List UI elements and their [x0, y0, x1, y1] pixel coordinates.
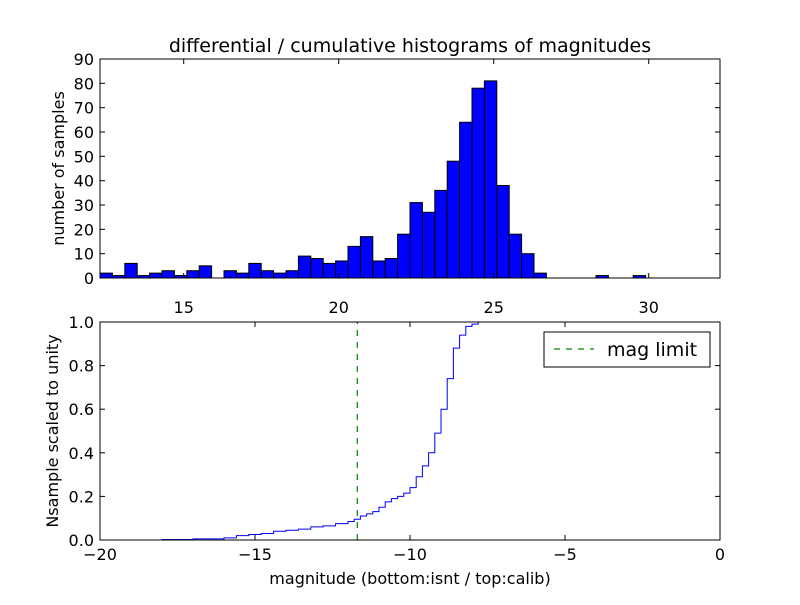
top-y-ticks: 0 10 20 30 40 50 60 70 80 90: [74, 50, 720, 288]
histogram-bar: [273, 272, 287, 279]
chart-title: differential / cumulative histograms of …: [169, 35, 651, 57]
histogram-bar: [372, 260, 386, 279]
y-tick-label: 50: [74, 147, 94, 166]
histogram-bar: [508, 233, 523, 279]
y-tick-label: 0: [84, 269, 94, 288]
legend-label-mag-limit: mag limit: [607, 339, 697, 361]
x-tick-label: 30: [639, 298, 659, 317]
bottom-y-ticks: 0.0 0.2 0.4 0.6 0.8 1.0: [69, 313, 720, 550]
bottom-x-axis-label: magnitude (bottom:isnt / top:calib): [269, 569, 550, 588]
histogram-bar: [359, 236, 374, 279]
histogram-bar: [186, 270, 200, 279]
y-tick-label: 20: [74, 220, 94, 239]
histogram-bar: [459, 121, 473, 279]
bottom-plot-frame: [99, 321, 721, 541]
histogram-bar: [285, 270, 299, 279]
histogram-bar: [409, 202, 423, 279]
histogram-bar: [322, 262, 337, 279]
histogram-bar: [496, 185, 510, 279]
y-tick-label: 60: [74, 123, 94, 142]
histogram-bar: [260, 270, 275, 279]
y-tick-label: 1.0: [69, 313, 94, 332]
histogram-bar: [347, 245, 361, 279]
cumulative-step-line: [100, 321, 720, 541]
histogram-bar: [521, 253, 535, 279]
y-tick-label: 30: [74, 196, 94, 215]
histogram-bar: [384, 258, 399, 279]
y-tick-label: 80: [74, 74, 94, 93]
y-tick-label: 0.6: [69, 400, 94, 419]
x-tick-label: −10: [393, 545, 427, 564]
histogram-bar: [297, 255, 312, 279]
legend: mag limit: [543, 331, 711, 368]
x-tick-label: 0: [715, 545, 725, 564]
y-tick-label: 70: [74, 99, 94, 118]
top-plot-frame: [99, 58, 721, 279]
bottom-x-ticks: −20 −15 −10 −5 0: [83, 322, 725, 564]
y-tick-label: 40: [74, 172, 94, 191]
bottom-cumulative-panel: 0.0 0.2 0.4 0.6 0.8 1.0 −20 −15 −10 −5 0 magnitud…: [43, 313, 725, 588]
top-histogram-panel: differential / cumulative histograms of …: [49, 35, 721, 317]
histogram-bar: [471, 87, 485, 279]
bottom-y-axis-label: Nsample scaled to unity: [43, 334, 62, 527]
x-tick-label: 25: [484, 298, 504, 317]
histogram-bar: [434, 189, 448, 279]
y-tick-label: 0.4: [69, 444, 94, 463]
histogram-bar: [446, 160, 461, 279]
top-x-ticks: 15 20 25 30: [174, 59, 659, 317]
y-tick-label: 0.2: [69, 487, 94, 506]
histogram-bars: [99, 80, 647, 279]
histogram-bar: [149, 272, 163, 279]
histogram-bar: [533, 272, 547, 279]
histogram-bar: [198, 265, 213, 279]
histogram-bar: [223, 270, 237, 279]
histogram-bar: [335, 260, 349, 279]
histogram-bar: [310, 258, 324, 279]
y-tick-label: 90: [74, 50, 94, 69]
y-tick-label: 10: [74, 245, 94, 264]
x-tick-label: −5: [553, 545, 577, 564]
y-tick-label: 0.8: [69, 357, 94, 376]
histogram-bar: [235, 272, 250, 279]
histogram-bar: [161, 270, 175, 279]
top-y-axis-label: number of samples: [49, 91, 68, 246]
histogram-bar: [248, 262, 262, 279]
x-tick-label: −20: [83, 545, 117, 564]
y-tick-label: 0.0: [69, 531, 94, 550]
histogram-bar: [483, 80, 498, 279]
histogram-bar: [421, 211, 436, 279]
histogram-bar: [99, 272, 113, 279]
x-tick-label: −15: [238, 545, 272, 564]
histogram-bar: [397, 233, 411, 279]
x-tick-label: 20: [329, 298, 349, 317]
x-tick-label: 15: [174, 298, 194, 317]
histogram-bar: [124, 262, 138, 279]
